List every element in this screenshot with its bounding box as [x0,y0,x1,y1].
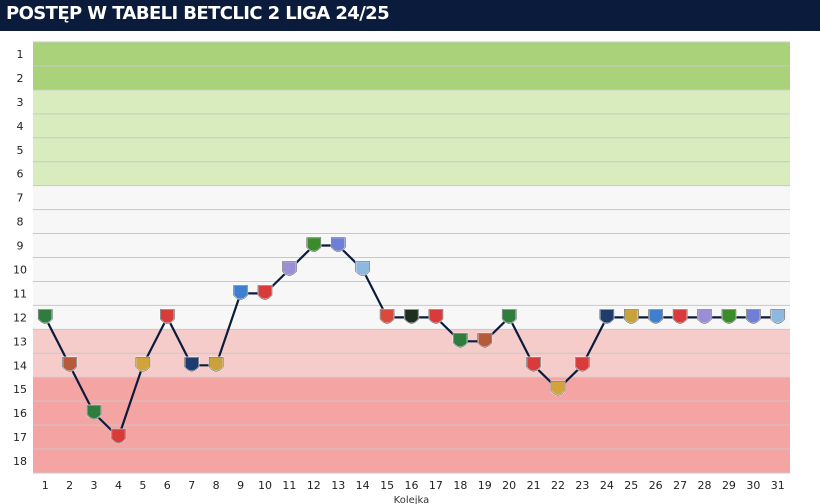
x-tick-label: 30 [746,479,760,492]
data-point-outline [599,309,615,324]
data-point-outline [550,380,566,396]
x-tick-label: 22 [551,479,565,492]
y-tick-label: 17 [13,431,27,444]
chart-title: POSTĘP W TABELI BETCLIC 2 LIGA 24/25 [6,3,390,24]
x-tick-label: 26 [649,479,663,492]
x-tick-label: 27 [673,479,687,492]
data-point-outline [379,309,395,324]
x-tick-label: 7 [188,479,195,492]
x-tick-label: 11 [282,479,296,492]
x-tick-label: 31 [771,479,785,492]
data-point-outline [770,309,786,324]
x-tick-label: 4 [115,479,122,492]
data-point-outline [746,309,761,324]
y-tick-label: 16 [13,407,27,420]
y-tick-label: 6 [17,168,24,181]
x-tick-label: 24 [600,479,614,492]
y-tick-label: 4 [17,120,24,133]
data-point-outline [575,357,590,372]
x-tick-label: 9 [237,479,244,492]
data-point-outline [233,285,248,300]
x-tick-label: 15 [380,479,394,492]
data-point-outline [526,357,541,372]
x-tick-label: 13 [331,479,345,492]
x-tick-label: 21 [527,479,541,492]
y-tick-label: 12 [13,311,27,324]
x-tick-label: 20 [502,479,516,492]
data-point-outline [111,428,126,444]
y-tick-label: 3 [17,96,24,109]
x-tick-label: 8 [213,479,220,492]
y-tick-label: 15 [13,383,27,396]
x-tick-label: 23 [575,479,589,492]
y-tick-label: 14 [13,359,27,372]
data-point-outline [330,237,346,252]
x-tick-label: 10 [258,479,272,492]
data-point-outline [404,309,419,324]
y-tick-label: 1 [17,48,24,61]
x-tick-label: 19 [478,479,492,492]
data-point-outline [160,309,175,324]
data-point-outline [306,237,322,252]
data-point-outline [37,309,53,324]
x-tick-label: 16 [405,479,419,492]
y-tick-label: 2 [17,72,24,85]
x-tick-label: 25 [624,479,638,492]
y-tick-label: 9 [17,240,24,253]
y-tick-label: 18 [13,455,27,468]
data-point-outline [355,261,370,276]
y-tick-label: 7 [17,192,24,205]
data-point-outline [257,285,273,300]
data-point-outline [721,309,737,324]
y-tick-label: 5 [17,144,24,157]
x-tick-label: 17 [429,479,443,492]
data-point-outline [672,309,688,324]
data-point-outline [453,333,468,348]
data-point-outline [282,261,297,276]
x-tick-label: 2 [66,479,73,492]
data-point-outline [501,309,517,324]
y-tick-label: 10 [13,263,27,276]
x-tick-label: 18 [453,479,467,492]
data-point-outline [428,309,444,324]
data-point-outline [648,309,663,324]
x-axis-label: Kolejka [394,495,430,504]
x-tick-label: 3 [91,479,98,492]
data-point-outline [624,309,639,324]
data-point-outline [208,357,224,372]
y-tick-label: 13 [13,335,27,348]
x-tick-label: 28 [698,479,712,492]
y-tick-label: 11 [13,287,27,300]
data-point-outline [62,357,77,372]
x-tick-label: 1 [42,479,49,492]
chart-header: POSTĘP W TABELI BETCLIC 2 LIGA 24/25 [0,0,820,31]
x-tick-label: 5 [139,479,146,492]
x-tick-label: 12 [307,479,321,492]
y-tick-label: 8 [17,216,24,229]
data-point-outline [135,357,151,372]
data-point-outline [477,333,493,348]
x-tick-label: 29 [722,479,736,492]
data-point-outline [184,357,199,372]
data-point-outline [697,309,712,324]
x-tick-label: 6 [164,479,171,492]
x-tick-label: 14 [356,479,370,492]
data-point-outline [86,404,102,420]
